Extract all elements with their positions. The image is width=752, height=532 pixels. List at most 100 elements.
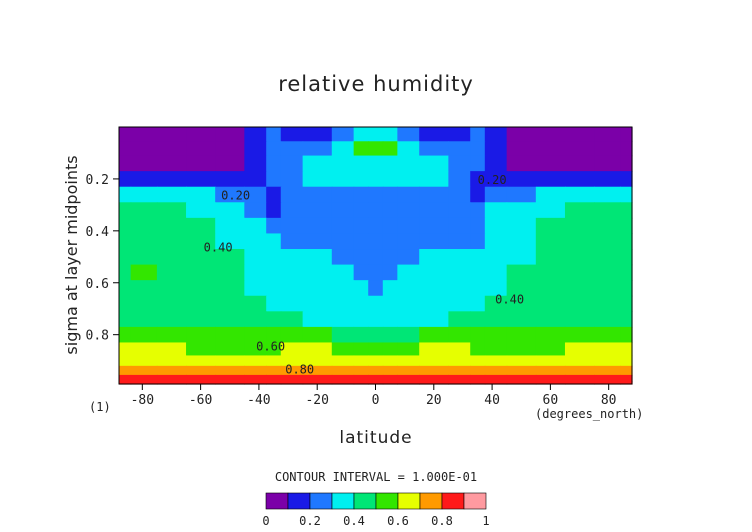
heatmap-cell <box>331 374 355 382</box>
heatmap-cell <box>484 342 508 357</box>
heatmap-cell <box>156 171 187 188</box>
heatmap-cell <box>535 374 566 382</box>
heatmap-cell <box>215 295 245 312</box>
heatmap-cell <box>620 186 633 203</box>
heatmap-cell <box>331 171 355 188</box>
heatmap-cell <box>353 342 369 357</box>
heatmap-cell <box>353 295 369 312</box>
heatmap-cell <box>594 155 621 172</box>
heatmap-cell <box>484 217 508 235</box>
heatmap-cell <box>353 171 369 188</box>
heatmap-cell <box>266 280 282 297</box>
heatmap-cell <box>331 355 355 367</box>
heatmap-cell <box>419 233 449 250</box>
heatmap-cell <box>266 141 282 157</box>
heatmap-cell <box>186 141 216 157</box>
heatmap-cell <box>353 233 369 250</box>
heatmap-cell <box>594 355 621 367</box>
heatmap-cell <box>368 365 384 376</box>
contour-label: 0.60 <box>256 339 285 353</box>
heatmap-cell <box>280 311 304 328</box>
heatmap-cell <box>119 127 132 142</box>
heatmap-cell <box>215 155 245 172</box>
heatmap-cell <box>244 311 267 328</box>
heatmap-cell <box>419 355 449 367</box>
colorbar: 0 0.2 0.4 0.6 0.8 1 <box>262 492 490 528</box>
heatmap-cell <box>119 217 132 235</box>
heatmap-cell <box>419 264 449 281</box>
heatmap-cell <box>397 217 420 235</box>
heatmap-cell <box>470 233 486 250</box>
heatmap-cell <box>448 217 471 235</box>
heatmap-cell <box>368 295 384 312</box>
heatmap-cell <box>620 381 633 385</box>
heatmap-cell <box>266 295 282 312</box>
heatmap-cell <box>119 171 132 188</box>
y-tick-label: 0.2 <box>86 173 109 188</box>
heatmap-cell <box>331 264 355 281</box>
heatmap-cell <box>266 381 282 385</box>
heatmap-cell <box>156 311 187 328</box>
heatmap-cell <box>156 249 187 266</box>
heatmap-cell <box>130 127 158 142</box>
heatmap-cell <box>156 381 187 385</box>
heatmap-cell <box>535 155 566 172</box>
heatmap-cell <box>470 311 486 328</box>
heatmap-cell <box>156 127 187 142</box>
x-tick-label: -80 <box>131 393 154 408</box>
heatmap-cell <box>397 355 420 367</box>
heatmap-cell <box>119 249 132 266</box>
heatmap-cell <box>397 155 420 172</box>
heatmap-cell <box>331 295 355 312</box>
heatmap-cell <box>397 295 420 312</box>
heatmap-cell <box>564 365 595 376</box>
heatmap-cell <box>331 155 355 172</box>
heatmap-cell <box>620 127 633 142</box>
heatmap-cell <box>156 374 187 382</box>
heatmap-cell <box>353 280 369 297</box>
heatmap-cell <box>130 186 158 203</box>
heatmap-cell <box>186 249 216 266</box>
colorbar-swatch <box>419 492 443 510</box>
heatmap-cell <box>620 217 633 235</box>
heatmap-cell <box>470 295 486 312</box>
heatmap-cell <box>448 186 471 203</box>
heatmap-cell <box>302 374 333 382</box>
x-tick-label: 80 <box>601 393 617 408</box>
heatmap-cell <box>470 280 486 297</box>
heatmap-cell <box>368 355 384 367</box>
heatmap-cell <box>130 141 158 157</box>
heatmap-cell <box>397 141 420 157</box>
heatmap-cell <box>419 186 449 203</box>
heatmap-cell <box>535 326 566 344</box>
heatmap-cell <box>620 233 633 250</box>
heatmap-cell <box>382 264 398 281</box>
heatmap-cell <box>535 381 566 385</box>
heatmap-cell <box>448 233 471 250</box>
heatmap-cell <box>448 355 471 367</box>
heatmap-cell <box>156 217 187 235</box>
heatmap-cell <box>302 155 333 172</box>
heatmap-cell <box>594 127 621 142</box>
heatmap-cell <box>186 127 216 142</box>
heatmap-cell <box>368 141 384 157</box>
heatmap-cell <box>620 249 633 266</box>
heatmap-cell <box>594 171 621 188</box>
heatmap-cell <box>535 280 566 297</box>
heatmap-cell <box>419 381 449 385</box>
heatmap-cell <box>620 264 633 281</box>
heatmap-cell <box>368 233 384 250</box>
heatmap-cell <box>470 202 486 219</box>
heatmap-cell <box>382 141 398 157</box>
heatmap-cell <box>119 141 132 157</box>
heatmap-cell <box>564 381 595 385</box>
heatmap-cell <box>382 326 398 344</box>
contour-label: 0.20 <box>221 189 250 203</box>
heatmap-cell <box>397 342 420 357</box>
heatmap-cell <box>266 249 282 266</box>
heatmap-cell <box>564 264 595 281</box>
heatmap-cell <box>302 217 333 235</box>
heatmap-cell <box>156 141 187 157</box>
heatmap-cell <box>397 264 420 281</box>
heatmap-cell <box>620 295 633 312</box>
